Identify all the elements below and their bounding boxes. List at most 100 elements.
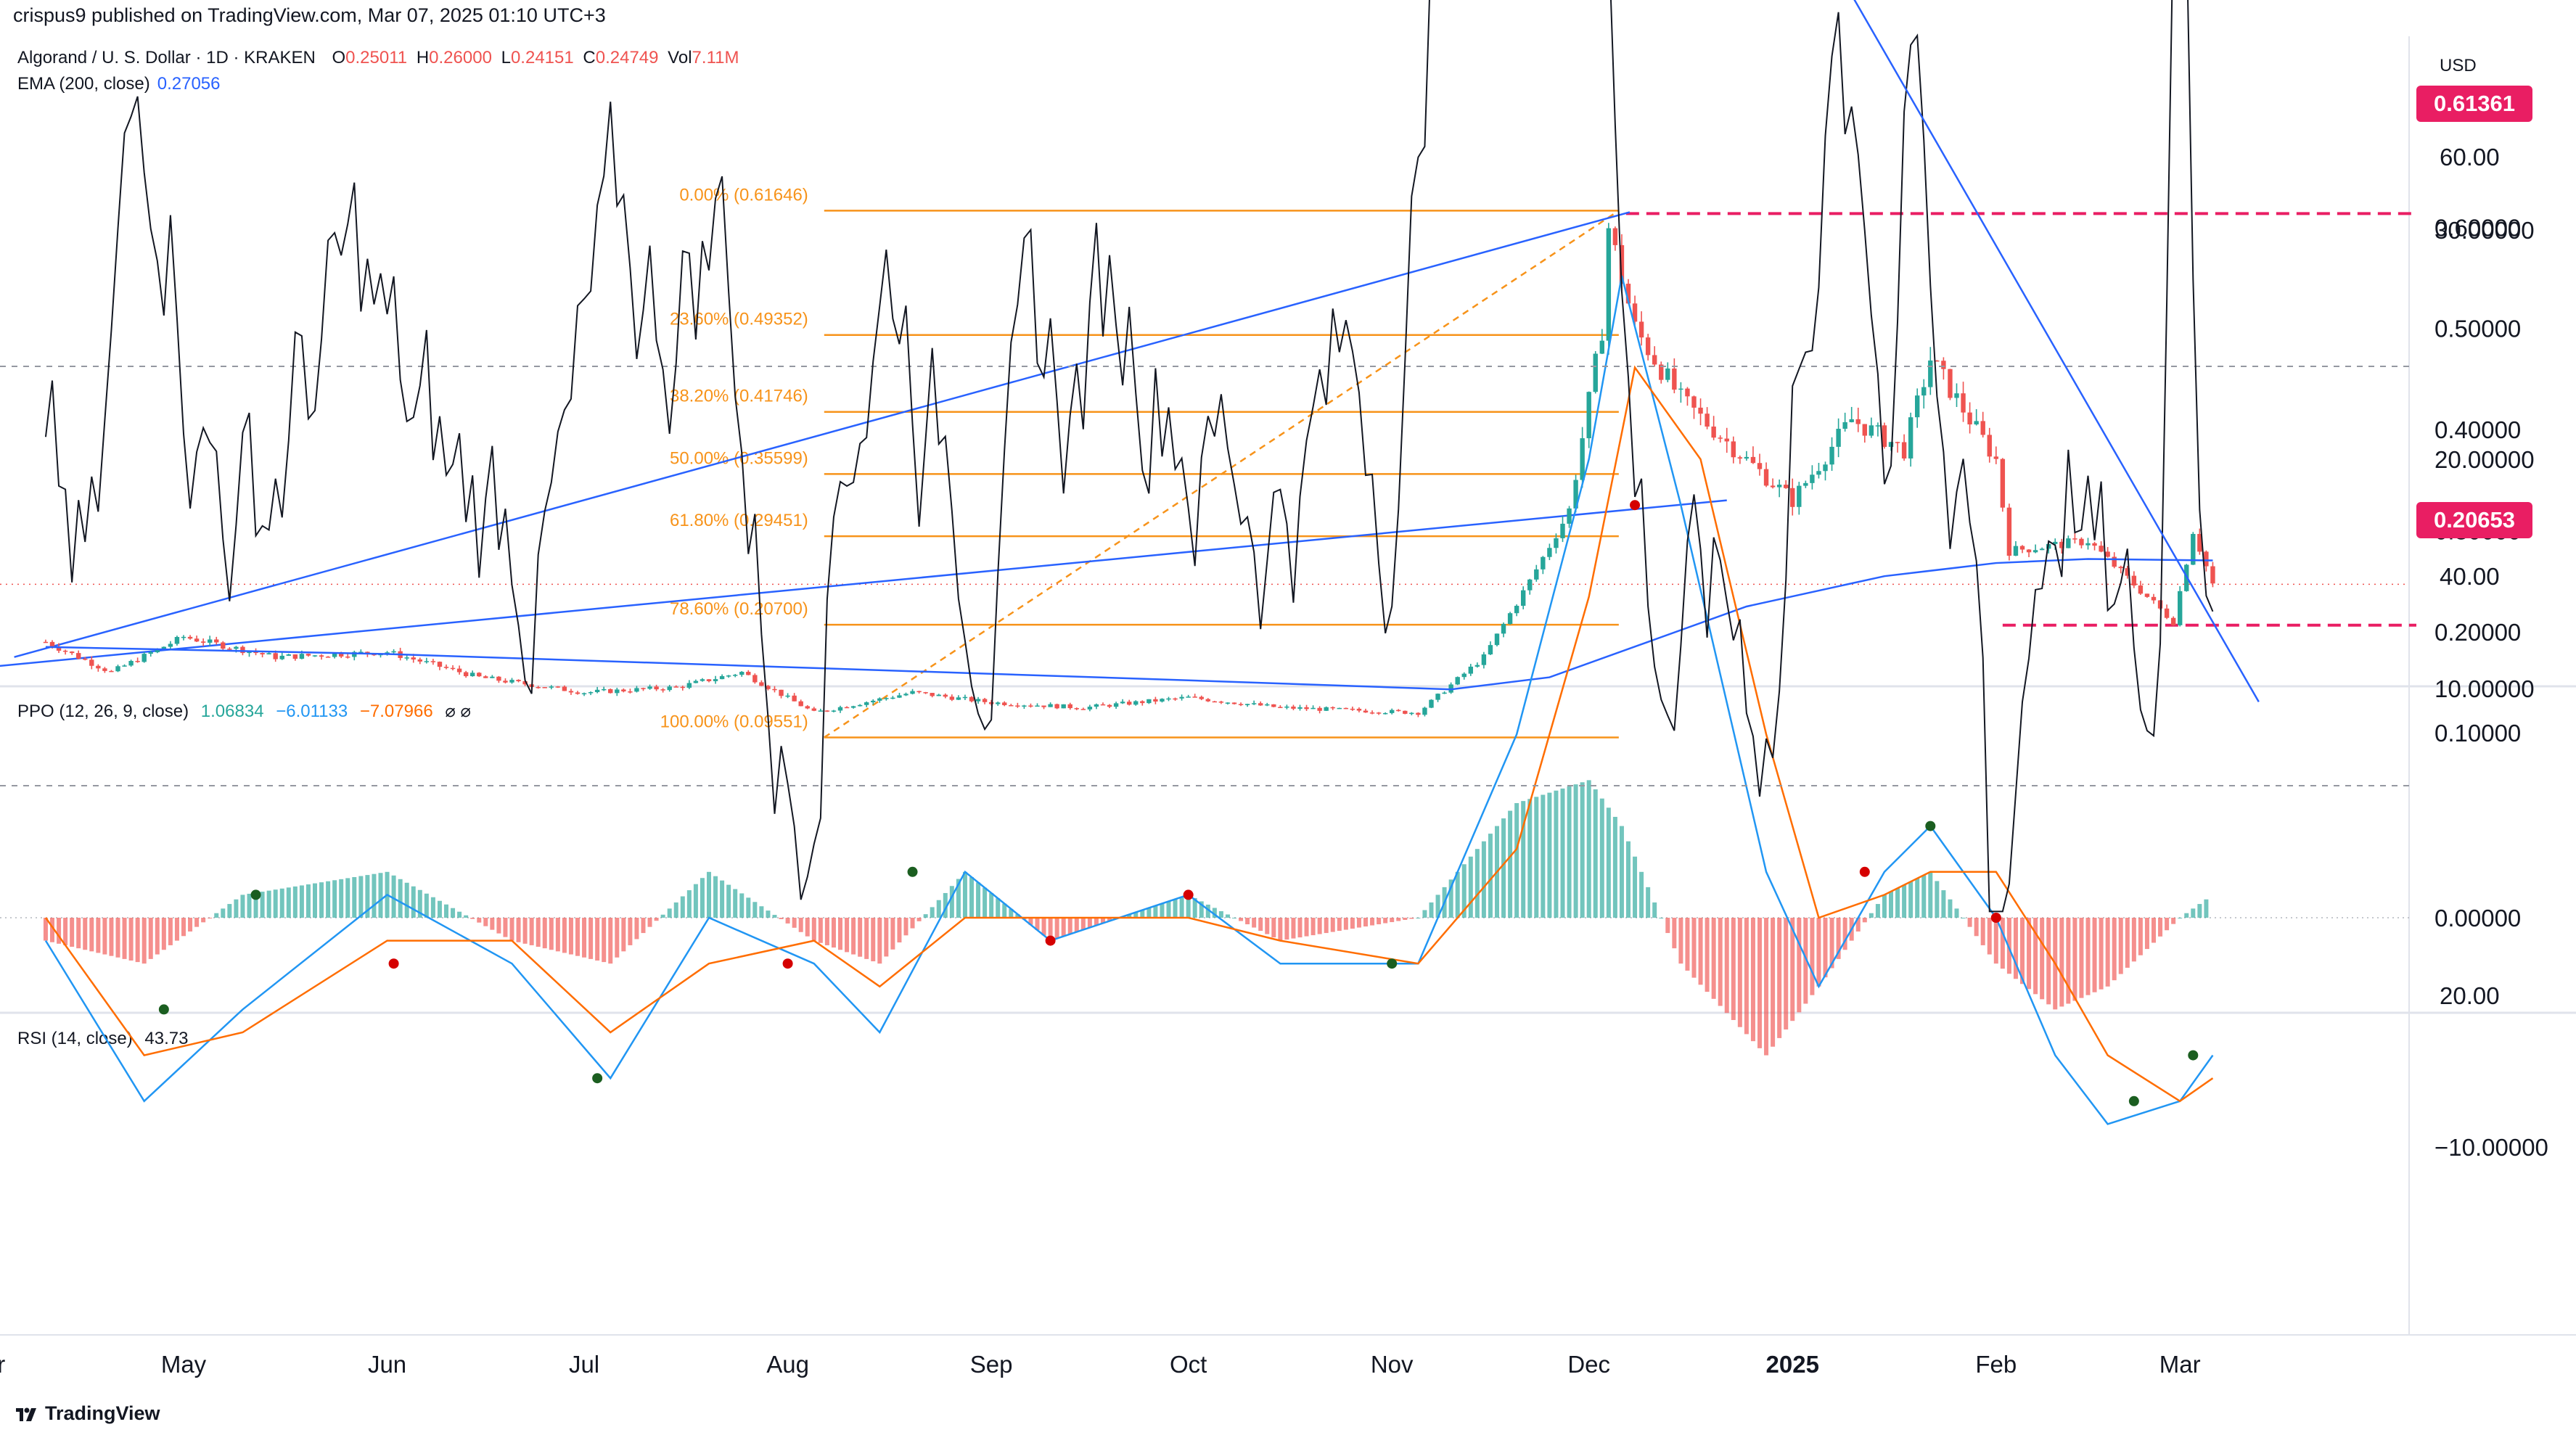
candle-body — [358, 651, 364, 653]
candle-body — [463, 672, 469, 677]
ppo-histogram-bar — [608, 918, 613, 964]
candle-body — [746, 672, 751, 675]
ppo-histogram-bar — [2020, 918, 2025, 984]
fib-level-label: 38.20% (0.41746) — [670, 387, 808, 406]
rsi-legend[interactable]: RSI (14, close) 43.73 — [17, 1029, 188, 1049]
candle-body — [490, 676, 495, 678]
candle-body — [1251, 703, 1257, 704]
candle-body — [1527, 579, 1533, 591]
candle-body — [234, 646, 239, 649]
candle-body — [181, 636, 186, 638]
candle-body — [168, 644, 173, 647]
ppo-histogram-bar — [1370, 918, 1375, 926]
candle-body — [2178, 591, 2183, 625]
ppo-cross-dot — [1859, 866, 1870, 877]
candle-body — [956, 697, 961, 700]
candle-body — [726, 675, 731, 677]
candle-body — [299, 654, 305, 659]
candle-body — [56, 646, 62, 651]
ppo-histogram-bar — [1541, 794, 1546, 918]
candle-body — [1022, 705, 1027, 707]
ppo-histogram-bar — [779, 918, 784, 919]
ppo-histogram-bar — [444, 904, 448, 918]
ppo-histogram-bar — [174, 918, 179, 941]
low-label: L — [501, 48, 511, 67]
ppo-histogram-bar — [1514, 803, 1519, 918]
ppo-histogram-bar — [1744, 918, 1749, 1035]
candle-body — [1488, 645, 1493, 655]
ppo-histogram-bar — [1750, 918, 1755, 1042]
ppo-tick-label: −10.00000 — [2435, 1134, 2548, 1161]
ppo-histogram-bar — [352, 876, 357, 918]
candle-body — [936, 694, 941, 696]
candle-body — [496, 676, 501, 681]
ppo-histogram-bar — [1626, 841, 1630, 918]
candle-body — [779, 689, 784, 696]
ppo-histogram-bar — [319, 882, 324, 918]
symbol-title[interactable]: Algorand / U. S. Dollar · 1D · KRAKEN — [17, 48, 316, 67]
ppo-histogram-bar — [1147, 908, 1152, 918]
ppo-histogram-bar — [752, 902, 758, 918]
ppo-histogram-bar — [1199, 901, 1204, 918]
ppo-histogram-bar — [2033, 918, 2038, 995]
wedge-upper-trendline — [14, 211, 1630, 658]
ppo-histogram-bar — [1672, 918, 1677, 949]
ppo-histogram-bar — [976, 882, 981, 918]
ppo-histogram-bar — [956, 879, 961, 918]
ppo-histogram-bar — [83, 918, 88, 950]
candle-body — [1554, 538, 1559, 548]
ppo-histogram-bar — [2184, 913, 2189, 918]
candle-body — [608, 688, 613, 694]
ppo-histogram-bar — [358, 876, 364, 918]
ppo-histogram-bar — [1836, 918, 1841, 959]
candle-body — [470, 673, 475, 677]
ppo-histogram-bar — [949, 886, 954, 918]
candle-body — [2085, 543, 2091, 546]
candle-body — [555, 686, 561, 688]
ema-legend[interactable]: EMA (200, close) 0.27056 — [17, 74, 221, 94]
rsi-tick-label: 40.00 — [2440, 563, 2500, 590]
ppo-histogram-bar — [1993, 918, 1998, 964]
ppo-legend[interactable]: PPO (12, 26, 9, close) 1.06834 −6.01133 … — [17, 701, 471, 722]
ppo-histogram-bar — [864, 918, 869, 959]
candle-body — [345, 656, 350, 658]
ppo-histogram-bar — [2152, 918, 2156, 943]
price-marker-bottom: 0.20653 — [2416, 502, 2532, 538]
candle-body — [1691, 396, 1697, 408]
ppo-histogram-bar — [575, 918, 580, 956]
ppo-histogram-bar — [2079, 918, 2084, 998]
candle-body — [1829, 446, 1834, 465]
ppo-histogram-bar — [1252, 918, 1257, 928]
ppo-histogram-bar — [562, 918, 567, 953]
symbol-legend: Algorand / U. S. Dollar · 1D · KRAKEN O0… — [17, 48, 739, 68]
candle-body — [102, 668, 107, 671]
ema-200-line — [45, 558, 2213, 691]
candle-body — [844, 707, 850, 709]
candle-body — [1494, 633, 1500, 646]
ppo-histogram-bar — [805, 918, 810, 937]
ppo-histogram-bar — [1895, 888, 1900, 918]
ppo-histogram-bar — [1278, 918, 1283, 941]
ppo-histogram-bar — [772, 915, 777, 918]
ppo-histogram-bar — [686, 890, 692, 918]
candle-body — [1625, 284, 1631, 304]
ppo-histogram-bar — [680, 896, 685, 918]
candle-body — [850, 706, 856, 708]
currency-label: USD — [2440, 56, 2477, 75]
candle-body — [1849, 419, 1854, 422]
ppo-histogram-bar — [1941, 890, 1946, 918]
ppo-histogram-bar — [1317, 918, 1322, 934]
candle-body — [2112, 556, 2117, 567]
ppo-histogram-bar — [871, 918, 876, 962]
ppo-tick-label: 0.00000 — [2435, 905, 2521, 932]
ppo-histogram-bar — [1409, 918, 1414, 919]
ppo-flags: ⌀ ⌀ — [445, 702, 471, 721]
candle-body — [1225, 702, 1231, 704]
ppo-histogram-bar — [884, 918, 889, 957]
ppo-histogram-bar — [181, 918, 186, 937]
candle-body — [1455, 677, 1460, 685]
candle-body — [1429, 699, 1434, 708]
time-tick-label: Jun — [368, 1351, 406, 1378]
ppo-histogram-bar — [936, 900, 941, 918]
